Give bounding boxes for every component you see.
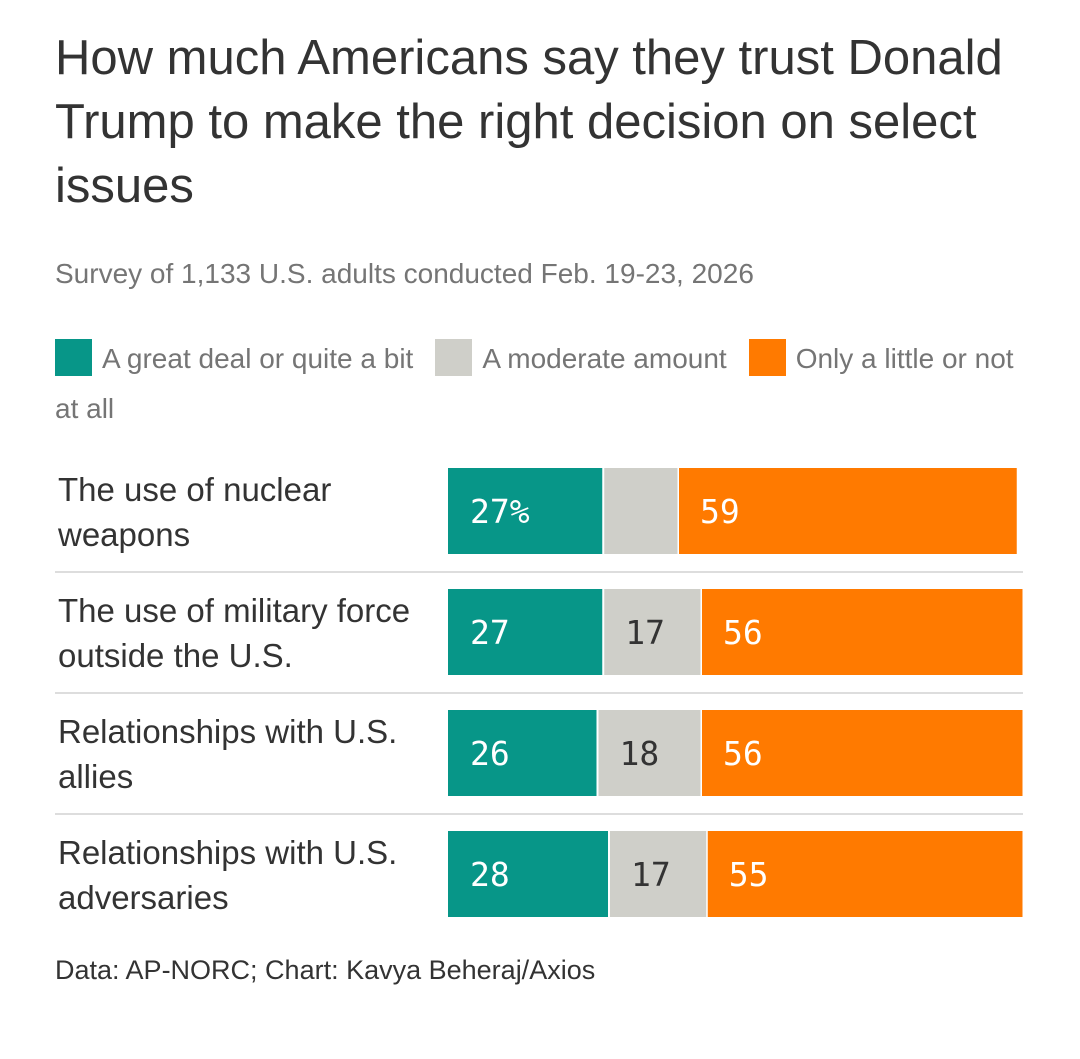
data-label: 55 [729, 855, 769, 894]
category-label: The use of nuclear weapons [58, 471, 332, 553]
data-label: 17 [631, 855, 671, 894]
data-label: 27% [470, 492, 530, 531]
bar-segment [604, 468, 678, 554]
category-label: Relationships with U.S. allies [58, 713, 398, 795]
bar-segment [598, 710, 701, 796]
bar-segment [448, 468, 603, 554]
bar-segment [702, 589, 1023, 675]
legend-item: A great deal or quite a bit [55, 339, 414, 376]
bar-segment [448, 589, 603, 675]
data-label: 56 [723, 613, 763, 652]
category-label: The use of military force outside the U.… [58, 592, 411, 674]
bar-segment [604, 589, 701, 675]
category-label: Relationships with U.S. adversaries [58, 834, 398, 916]
data-label: 56 [723, 734, 763, 773]
legend-label: A great deal or quite a bit [102, 343, 414, 374]
data-label: 17 [625, 613, 665, 652]
legend-label: Only a little or not at all [55, 343, 1014, 424]
legend-item: A moderate amount [435, 339, 727, 376]
bar-segment [679, 468, 1017, 554]
legend-item: Only a little or not at all [55, 339, 1014, 424]
bar-segment [448, 710, 597, 796]
data-label: 59 [700, 492, 740, 531]
data-label: 28 [470, 855, 510, 894]
legend-label: A moderate amount [482, 343, 727, 374]
bar-segment [707, 831, 1023, 917]
bar-segment [610, 831, 707, 917]
legend: A great deal or quite a bit A moderate am… [55, 334, 1035, 434]
legend-swatch [435, 339, 473, 376]
data-label: 26 [470, 734, 510, 773]
data-label: 18 [620, 734, 660, 773]
legend-swatch [55, 339, 92, 376]
chart-title: How much Americans say they trust Donald… [55, 31, 1003, 213]
data-label: 27 [470, 613, 510, 652]
bar-segment [448, 831, 608, 917]
legend-swatch [748, 339, 786, 376]
chart-subtitle: Survey of 1,133 U.S. adults conducted Fe… [55, 258, 754, 289]
bar-segment [702, 710, 1023, 796]
source-note: Data: AP-NORC; Chart: Kavya Beheraj/Axio… [55, 955, 596, 985]
